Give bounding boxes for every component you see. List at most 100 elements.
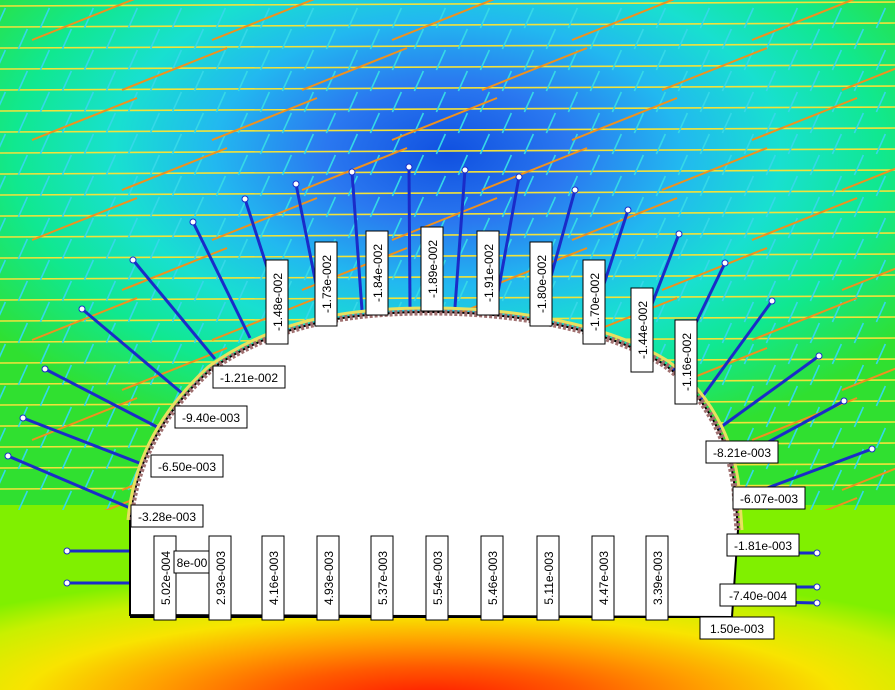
joint-set-3-line <box>121 47 228 91</box>
joint-set-2-line <box>17 112 29 134</box>
joint-set-2-line <box>391 175 403 197</box>
bolt-end-plate <box>571 186 579 194</box>
displacement-label: -1.91e-002 <box>476 230 500 316</box>
joint-set-3-line <box>211 97 318 141</box>
joint-set-2-line <box>303 49 315 71</box>
joint-set-2-line <box>589 196 601 218</box>
rock-bolt <box>191 221 252 339</box>
joint-set-2-line <box>721 280 733 302</box>
svg-text:-7.40e-004: -7.40e-004 <box>729 589 787 603</box>
svg-text:-9.40e-003: -9.40e-003 <box>182 411 240 425</box>
joint-set-2-line <box>149 364 161 386</box>
bolt-end-plate <box>189 218 197 226</box>
joint-set-1-line <box>0 169 895 175</box>
joint-set-2-line <box>171 259 183 281</box>
joint-set-2-line <box>831 175 843 197</box>
joint-set-1-line <box>0 127 895 133</box>
joint-set-2-line <box>589 28 601 50</box>
joint-set-2-line <box>853 154 865 176</box>
joint-set-3-line <box>211 0 315 41</box>
joint-set-2-line <box>677 154 689 176</box>
joint-set-2-line <box>127 133 139 155</box>
joint-set-2-line <box>193 280 205 302</box>
svg-text:2.93e-003: 2.93e-003 <box>214 551 228 605</box>
displacement-label: 2.93e-003 <box>208 535 232 621</box>
joint-set-2-line <box>237 70 249 92</box>
joint-set-2-line <box>589 238 601 260</box>
displacement-label: -1.70e-002 <box>582 259 606 345</box>
joint-set-2-line <box>39 91 51 113</box>
joint-set-2-line <box>765 196 777 218</box>
joint-set-2-line <box>721 196 733 218</box>
joint-set-2-line <box>61 154 73 176</box>
joint-set-2-line <box>743 91 755 113</box>
joint-set-2-line <box>831 385 843 407</box>
joint-set-2-line <box>149 112 161 134</box>
joint-set-2-line <box>655 175 667 197</box>
joint-set-1-line <box>0 43 895 49</box>
joint-set-2-line <box>523 7 535 29</box>
joint-set-2-line <box>83 217 95 239</box>
joint-set-1-line <box>0 1 895 7</box>
joint-set-2-line <box>105 280 117 302</box>
joint-set-2-line <box>721 322 733 344</box>
joint-set-2-line <box>149 154 161 176</box>
joint-set-2-line <box>17 364 29 386</box>
joint-set-2-line <box>853 238 865 260</box>
joint-set-2-line <box>39 427 51 449</box>
joint-set-2-line <box>435 175 447 197</box>
joint-set-3-line <box>31 0 135 41</box>
joint-set-2-line <box>105 196 117 218</box>
joint-set-2-line <box>567 259 579 281</box>
joint-set-2-line <box>413 196 425 218</box>
joint-set-3-line <box>301 47 408 91</box>
joint-set-2-line <box>435 49 447 71</box>
joint-set-2-line <box>633 154 645 176</box>
joint-set-2-line <box>39 133 51 155</box>
joint-set-2-line <box>611 133 623 155</box>
joint-set-2-line <box>149 322 161 344</box>
joint-set-1-line <box>0 211 895 217</box>
joint-set-2-line <box>655 133 667 155</box>
displacement-labels: -3.28e-003 -6.50e-003 -9.40e-003 -1.21e-002… <box>130 226 806 640</box>
bolt-end-plate <box>292 180 300 188</box>
joint-set-2-line <box>281 28 293 50</box>
joint-set-2-line <box>17 70 29 92</box>
joint-set-2-line <box>655 91 667 113</box>
bolt-end-plate <box>78 305 86 313</box>
svg-text:-1.48e-002: -1.48e-002 <box>271 273 285 331</box>
joint-set-2-line <box>809 70 821 92</box>
displacement-label: 3.39e-003 <box>645 535 669 621</box>
displacement-label: -1.44e-002 <box>630 287 654 373</box>
joint-set-3-line <box>751 197 858 241</box>
bolt-end-plate <box>840 397 848 405</box>
joint-set-2-line <box>831 217 843 239</box>
joint-set-2-line <box>193 196 205 218</box>
joint-set-2-line <box>523 49 535 71</box>
rock-bolt <box>81 307 184 396</box>
joint-set-2-line <box>369 28 381 50</box>
joint-set-2-line <box>171 7 183 29</box>
joint-set-2-line <box>743 259 755 281</box>
bolt-end-plate <box>813 599 821 607</box>
bolt-end-plate <box>868 445 876 453</box>
joint-set-2-line <box>677 196 689 218</box>
joint-set-2-line <box>853 490 865 510</box>
joint-set-2-line <box>281 238 293 260</box>
joint-set-2-line <box>0 217 7 232</box>
joint-set-2-line <box>809 196 821 218</box>
displacement-label: -1.16e-002 <box>674 319 698 405</box>
joint-set-2-line <box>193 112 205 134</box>
joint-set-2-line <box>853 196 865 218</box>
rock-bolt <box>453 169 467 308</box>
svg-text:1.50e-003: 1.50e-003 <box>710 622 764 636</box>
joint-set-2-line <box>105 406 117 428</box>
joint-set-2-line <box>237 238 249 260</box>
joint-set-2-line <box>567 301 579 323</box>
joint-set-2-line <box>413 70 425 92</box>
joint-set-2-line <box>127 7 139 29</box>
joint-set-2-line <box>0 301 7 316</box>
rock-bolt <box>698 300 774 401</box>
joint-set-2-line <box>765 112 777 134</box>
joint-set-2-line <box>171 343 183 365</box>
